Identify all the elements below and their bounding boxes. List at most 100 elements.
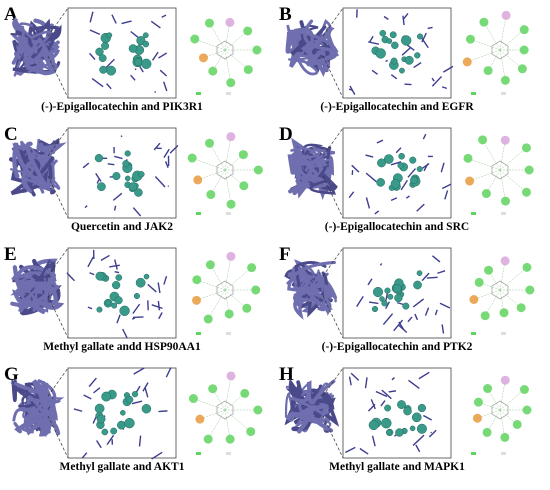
zoom-guide [47, 415, 69, 459]
interaction-line [224, 267, 252, 291]
residue-node [192, 295, 202, 305]
residue-stick [441, 324, 445, 334]
zoom-guide [322, 295, 344, 339]
interaction-line [484, 289, 501, 316]
residue-stick [96, 179, 100, 184]
residue-stick [397, 324, 408, 334]
interaction-line [482, 139, 501, 171]
ligand-atom [122, 160, 130, 168]
residue-stick [89, 29, 101, 35]
residue-stick [132, 207, 142, 217]
residue-node [463, 153, 473, 163]
interaction-line [210, 264, 226, 291]
ligand-2d [216, 280, 234, 300]
ligand-atom [101, 428, 109, 436]
residue-node [500, 432, 510, 442]
residue-stick [114, 155, 123, 160]
residue-stick [93, 387, 101, 394]
zoom-guide [322, 247, 344, 277]
interaction-line [224, 22, 231, 51]
ligand-atom [416, 270, 423, 276]
residue-stick [407, 168, 417, 178]
ligand-atom [135, 277, 146, 288]
ligand-atom [368, 420, 379, 431]
residue-stick [95, 173, 102, 182]
residue-node [205, 138, 215, 148]
residue-node [483, 384, 493, 394]
residue-stick [147, 283, 157, 293]
residue-node [188, 394, 198, 404]
residue-stick [158, 312, 163, 320]
ligand-atom [390, 178, 401, 189]
panel-letter: F [279, 244, 291, 265]
residue-stick [383, 15, 389, 20]
ligand-2d [216, 40, 234, 60]
interaction-line [473, 289, 501, 300]
residue-stick [424, 307, 430, 316]
zoom-guide [322, 175, 344, 219]
ligand-atom [392, 283, 402, 293]
ligand-atom [125, 395, 134, 404]
residue-stick [437, 270, 446, 274]
residue-stick [89, 11, 94, 23]
ribbon [294, 19, 339, 53]
ligand-atom [401, 35, 412, 46]
ligand-atom [133, 293, 140, 300]
residue-stick [431, 75, 443, 87]
residue-stick [130, 74, 136, 81]
residue-node [243, 26, 253, 36]
interaction-line [470, 39, 501, 51]
residue-node [226, 371, 236, 381]
ligand-atom [95, 47, 104, 56]
ligand-atom [128, 44, 138, 53]
residue-node [478, 135, 488, 145]
ligand-atom [134, 58, 143, 67]
ribbon [291, 152, 332, 168]
residue-node [499, 308, 509, 318]
residue-stick [100, 254, 110, 262]
panel-caption: Methyl gallate and AKT1 [60, 461, 185, 473]
residue-stick [87, 306, 93, 310]
interaction-line [224, 409, 231, 440]
residue-stick [151, 451, 163, 460]
residue-stick [351, 164, 360, 173]
interaction-line [499, 140, 506, 171]
ligand-atom [399, 67, 405, 74]
residue-node [483, 66, 493, 76]
residue-stick [133, 367, 145, 375]
legend-swatch [226, 452, 231, 455]
residue-node [208, 384, 218, 394]
zoom-box [342, 7, 452, 99]
residue-stick [402, 15, 405, 26]
ligand-atom [128, 182, 138, 192]
interaction-line [499, 389, 525, 411]
residue-node [204, 18, 214, 28]
residue-stick [106, 83, 112, 90]
residue-node [522, 262, 532, 272]
ligand-atom [409, 156, 417, 164]
protein-structure [284, 259, 338, 320]
ribbon [298, 401, 329, 422]
legend-swatch [471, 452, 476, 455]
residue-stick [154, 176, 166, 188]
ligand-2d [216, 400, 234, 420]
ligand-atom [417, 403, 426, 413]
legend-swatch [226, 332, 231, 335]
residue-stick [395, 147, 402, 154]
interaction-line [499, 169, 506, 202]
residue-node [242, 303, 252, 313]
ligand-atom [413, 280, 422, 290]
residue-stick [422, 163, 430, 169]
ligand-atom [134, 188, 143, 197]
residue-stick [83, 394, 92, 400]
ligand-2d [491, 160, 509, 180]
residue-node [238, 150, 248, 160]
legend-swatch [501, 452, 506, 455]
residue-node [226, 199, 236, 209]
zoom-guide [47, 7, 69, 37]
protein-structure [8, 137, 67, 197]
panel: D (-)-Epigallocatechin and SRC [279, 124, 534, 233]
residue-stick [367, 278, 373, 286]
panel-caption: (-)-Epigallocatechin and EGFR [320, 101, 474, 113]
residue-stick [151, 304, 163, 310]
